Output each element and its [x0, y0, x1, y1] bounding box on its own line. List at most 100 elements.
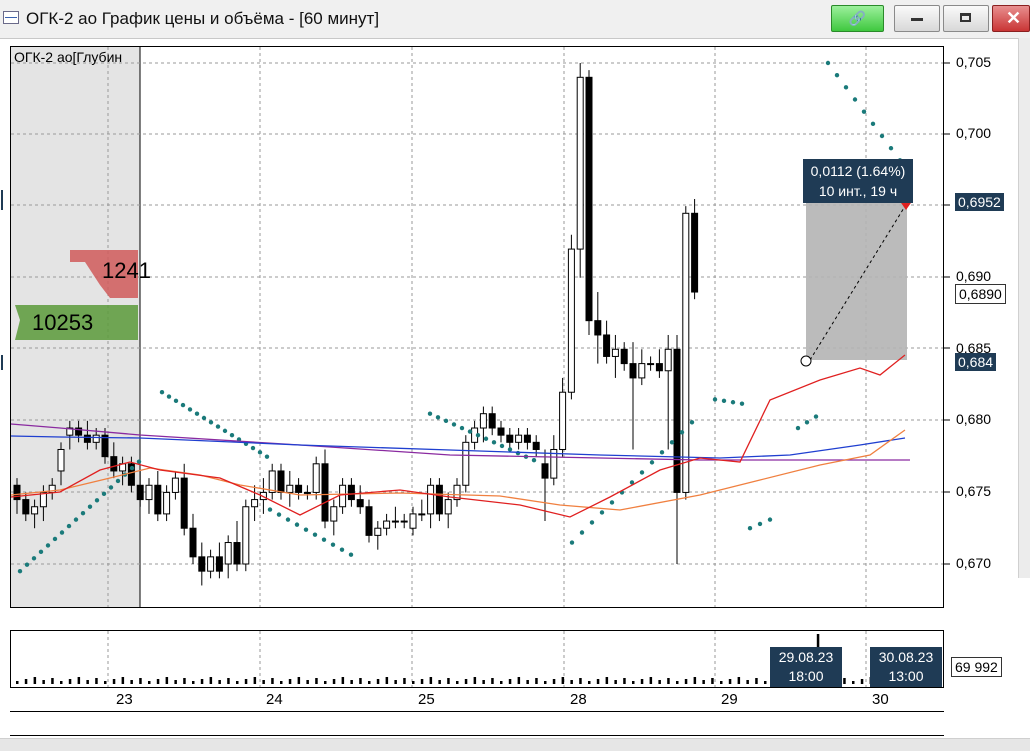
- candle-bull: [427, 484, 435, 515]
- volume-bar: [649, 677, 653, 684]
- volume-bar: [737, 677, 741, 684]
- minimize-button[interactable]: [894, 5, 940, 32]
- volume-bar: [702, 680, 705, 684]
- candle-bear: [620, 348, 628, 365]
- candle-bear: [629, 363, 637, 379]
- candle-bear: [127, 463, 135, 486]
- horizontal-scrollbar[interactable]: [0, 738, 1030, 751]
- sar-dot: [173, 398, 179, 404]
- volume-bar: [456, 681, 459, 684]
- sar-dot: [679, 430, 685, 435]
- sar-dot: [757, 521, 763, 527]
- sar-dot: [115, 478, 121, 484]
- volume-bar: [588, 681, 591, 684]
- price-tick-0670: 0,670: [956, 555, 992, 571]
- link-button[interactable]: 🔗: [831, 5, 884, 32]
- volume-bar: [324, 681, 327, 684]
- volume-bar: [860, 679, 864, 684]
- candle-bear: [691, 212, 699, 293]
- candle-bull: [391, 520, 399, 523]
- volume-bar: [676, 681, 679, 684]
- volume-bar: [315, 678, 318, 684]
- volume-bar: [297, 677, 301, 684]
- sar-dot: [94, 498, 100, 503]
- volume-bar: [561, 677, 565, 684]
- sar-dot: [59, 530, 65, 535]
- vertical-scrollbar[interactable]: [1018, 38, 1030, 578]
- bid-price-box: 0,6890: [955, 284, 1006, 304]
- candle-bear: [541, 463, 549, 479]
- candle-bull: [339, 484, 347, 508]
- sar-dot: [507, 447, 513, 452]
- volume-bar: [112, 679, 116, 684]
- volume-bar: [200, 679, 204, 684]
- volume-bar: [33, 677, 37, 684]
- volume-bar: [86, 680, 89, 684]
- volume-bar: [447, 678, 450, 684]
- price-tick-0680: 0,680: [956, 411, 992, 427]
- volume-bar: [139, 678, 142, 684]
- volume-bar: [77, 677, 81, 684]
- volume-bar: [306, 680, 309, 684]
- measure-range-rect: [806, 202, 907, 360]
- volume-bar: [236, 681, 239, 684]
- date-start-time: 18:00: [788, 668, 824, 684]
- volume-bar: [262, 680, 265, 684]
- price-axis-ticks: [944, 62, 950, 565]
- sar-dot: [531, 458, 537, 463]
- gridlines: [11, 47, 943, 687]
- sar-dot: [861, 109, 867, 114]
- volume-bar: [403, 678, 406, 684]
- measure-change: 0,0112 (1.64%): [810, 163, 906, 179]
- volume-bar: [104, 681, 107, 684]
- maximize-icon: [960, 13, 971, 22]
- maximize-button[interactable]: [943, 5, 989, 32]
- sar-dot: [825, 60, 831, 66]
- volume-bar: [711, 678, 714, 684]
- sar-dot: [285, 517, 291, 522]
- volume-bar: [244, 679, 248, 684]
- volume-bar: [464, 679, 468, 684]
- candle-bear: [215, 556, 223, 572]
- candle-bear: [101, 434, 109, 458]
- volume-bar: [183, 678, 186, 684]
- sar-dot: [17, 568, 23, 574]
- sar-dot: [45, 543, 51, 548]
- volume-bar: [693, 677, 697, 684]
- sar-dot: [87, 504, 93, 509]
- candle-bull: [242, 506, 250, 565]
- candle-bull: [576, 76, 584, 250]
- sar-dot: [294, 522, 300, 527]
- volume-bar: [684, 679, 688, 684]
- candle-bull: [418, 513, 426, 516]
- sar-dot: [852, 97, 858, 102]
- sar-dot: [451, 422, 457, 427]
- minimize-icon: [911, 18, 923, 21]
- sar-dot: [166, 394, 172, 399]
- volume-bar: [148, 681, 151, 684]
- sar-dot: [491, 440, 497, 445]
- volume-bar: [755, 678, 758, 684]
- candle-bull: [664, 348, 672, 372]
- candle-bull: [409, 513, 417, 529]
- candle-bull: [567, 248, 575, 393]
- volume-bar: [632, 681, 635, 684]
- bid-depth-bar: [15, 305, 138, 340]
- candle-bear: [655, 363, 663, 372]
- depth-panel-label: ОГК-2 ао[Глубин: [14, 49, 123, 65]
- candle-bull: [400, 520, 408, 523]
- sar-dot: [712, 397, 718, 402]
- sar-dot: [879, 133, 885, 139]
- sar-dot: [31, 556, 37, 561]
- candle-bull: [330, 506, 338, 522]
- sar-dot: [267, 507, 273, 512]
- moving-averages: [10, 354, 910, 518]
- sar-dot: [187, 407, 193, 412]
- measure-duration: 10 инт., 19 ч: [818, 183, 898, 199]
- candle-bear: [75, 427, 83, 436]
- volume-bar: [746, 680, 749, 684]
- date-box-end: 30.08.23 13:00: [870, 647, 942, 687]
- close-button[interactable]: ✕: [992, 5, 1030, 32]
- candle-bull: [66, 427, 74, 436]
